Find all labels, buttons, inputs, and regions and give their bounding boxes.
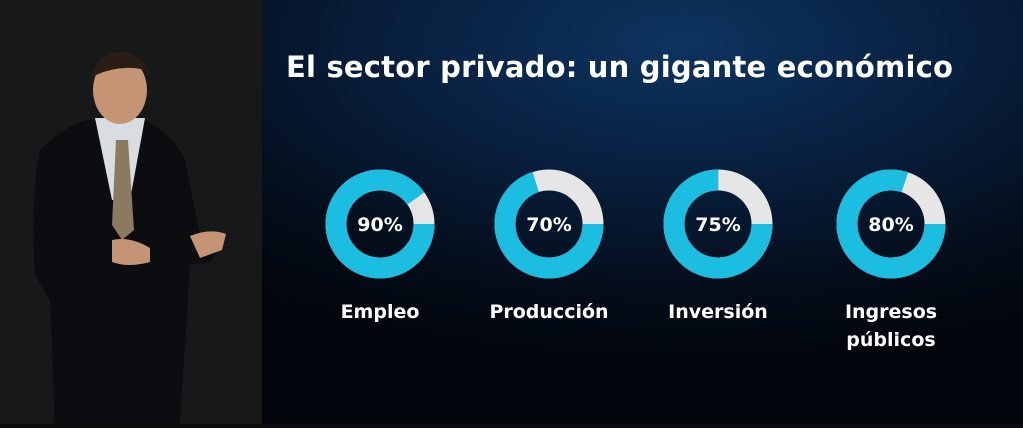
slide-title: El sector privado: un gigante económico: [286, 50, 954, 84]
donut-filled-segment: [836, 169, 946, 279]
category-label: Empleo: [290, 298, 470, 326]
presentation-slide: El sector privado: un gigante económico …: [262, 0, 1023, 424]
speaker-photo: [0, 0, 262, 424]
speaker-silhouette: [0, 0, 262, 424]
donut-producción: 70%: [494, 169, 604, 279]
category-label: Inversión: [628, 298, 808, 326]
category-label-line: Empleo: [340, 301, 420, 323]
donut-ingresos-públicos: 80%: [836, 169, 946, 279]
category-label-line: Producción: [489, 301, 609, 323]
donut-filled-segment: [663, 169, 773, 279]
donut-inversión: 75%: [663, 169, 773, 279]
donut-value-label: 90%: [357, 214, 402, 236]
donut-value-label: 75%: [695, 214, 740, 236]
donut-charts: 90% 70% 75% 80%: [325, 169, 946, 279]
donut-filled-segment: [325, 169, 435, 279]
donut-empleo: 90%: [325, 169, 435, 279]
donut-value-label: 80%: [868, 214, 913, 236]
donut-filled-segment: [494, 169, 604, 279]
category-label-line: públicos: [846, 329, 936, 351]
category-label: Ingresos públicos: [801, 298, 981, 354]
category-label-line: Ingresos: [844, 301, 938, 323]
category-label-line: Inversión: [668, 301, 768, 323]
donut-value-label: 70%: [526, 214, 571, 236]
category-label: Producción: [459, 298, 639, 326]
